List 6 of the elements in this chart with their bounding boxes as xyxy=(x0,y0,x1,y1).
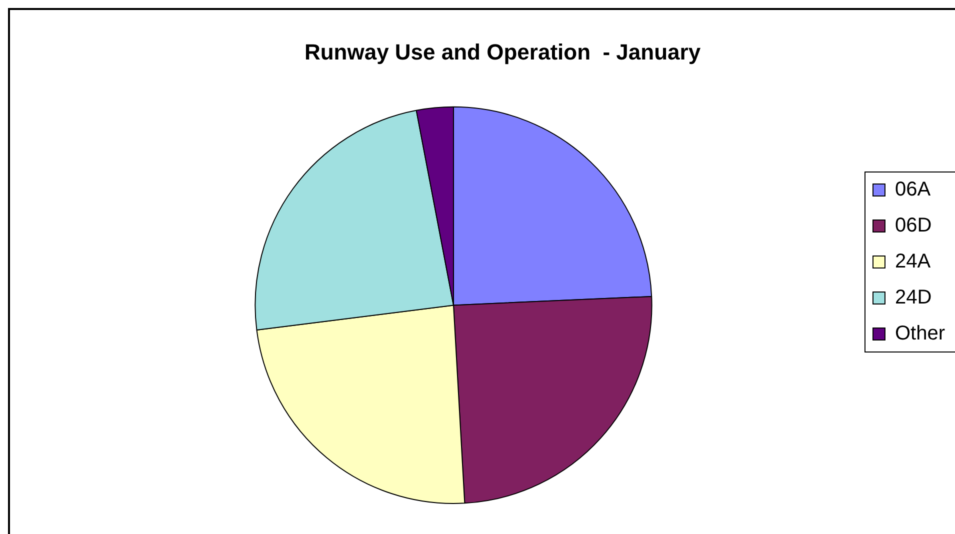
legend-label: 06A xyxy=(894,178,932,201)
legend-label: 24A xyxy=(894,250,932,273)
chart-title: Runway Use and Operation - January xyxy=(304,39,702,64)
legend-label: 24D xyxy=(894,286,932,309)
legend-label: 06D xyxy=(894,214,932,237)
legend-label: Other xyxy=(894,322,946,345)
